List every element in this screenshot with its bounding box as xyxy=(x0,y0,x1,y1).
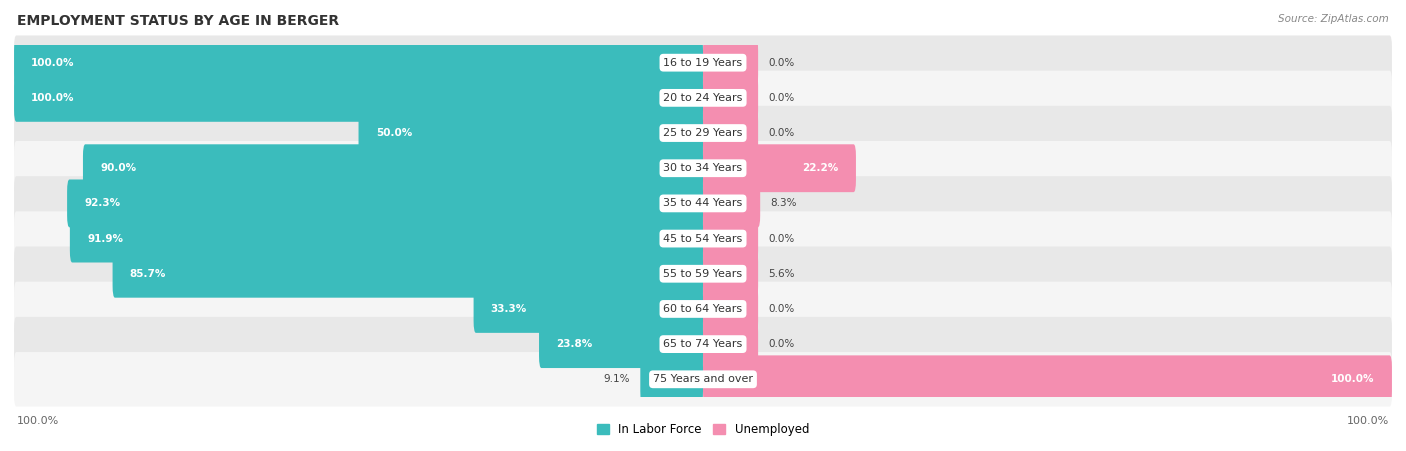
Text: 100.0%: 100.0% xyxy=(1347,416,1389,426)
Text: 100.0%: 100.0% xyxy=(31,93,75,103)
Text: 0.0%: 0.0% xyxy=(769,93,794,103)
FancyBboxPatch shape xyxy=(640,355,703,403)
Text: 9.1%: 9.1% xyxy=(603,374,630,384)
Text: 50.0%: 50.0% xyxy=(375,128,412,138)
FancyBboxPatch shape xyxy=(703,320,758,368)
Text: 75 Years and over: 75 Years and over xyxy=(652,374,754,384)
Text: 22.2%: 22.2% xyxy=(803,163,839,173)
Text: 100.0%: 100.0% xyxy=(17,416,59,426)
Text: 90.0%: 90.0% xyxy=(100,163,136,173)
Text: 0.0%: 0.0% xyxy=(769,304,794,314)
Text: 33.3%: 33.3% xyxy=(491,304,527,314)
FancyBboxPatch shape xyxy=(703,144,856,192)
FancyBboxPatch shape xyxy=(474,285,703,333)
FancyBboxPatch shape xyxy=(359,109,703,157)
Text: 16 to 19 Years: 16 to 19 Years xyxy=(664,58,742,68)
FancyBboxPatch shape xyxy=(70,215,703,262)
FancyBboxPatch shape xyxy=(703,39,758,87)
Text: 23.8%: 23.8% xyxy=(557,339,592,349)
FancyBboxPatch shape xyxy=(14,71,1392,125)
Text: 5.6%: 5.6% xyxy=(769,269,794,279)
FancyBboxPatch shape xyxy=(14,352,1392,406)
FancyBboxPatch shape xyxy=(83,144,703,192)
FancyBboxPatch shape xyxy=(703,74,758,122)
Text: 60 to 64 Years: 60 to 64 Years xyxy=(664,304,742,314)
Text: 55 to 59 Years: 55 to 59 Years xyxy=(664,269,742,279)
FancyBboxPatch shape xyxy=(14,176,1392,230)
FancyBboxPatch shape xyxy=(14,282,1392,336)
Text: 25 to 29 Years: 25 to 29 Years xyxy=(664,128,742,138)
Text: 45 to 54 Years: 45 to 54 Years xyxy=(664,234,742,244)
Text: 100.0%: 100.0% xyxy=(1331,374,1375,384)
FancyBboxPatch shape xyxy=(112,250,703,298)
Text: 0.0%: 0.0% xyxy=(769,339,794,349)
Text: 0.0%: 0.0% xyxy=(769,128,794,138)
FancyBboxPatch shape xyxy=(538,320,703,368)
FancyBboxPatch shape xyxy=(14,212,1392,266)
Legend: In Labor Force, Unemployed: In Labor Force, Unemployed xyxy=(592,418,814,441)
FancyBboxPatch shape xyxy=(14,39,703,87)
Text: 20 to 24 Years: 20 to 24 Years xyxy=(664,93,742,103)
Text: 8.3%: 8.3% xyxy=(770,198,797,208)
FancyBboxPatch shape xyxy=(14,74,703,122)
FancyBboxPatch shape xyxy=(703,109,758,157)
FancyBboxPatch shape xyxy=(703,355,1392,403)
FancyBboxPatch shape xyxy=(703,250,758,298)
Text: EMPLOYMENT STATUS BY AGE IN BERGER: EMPLOYMENT STATUS BY AGE IN BERGER xyxy=(17,14,339,28)
Text: 65 to 74 Years: 65 to 74 Years xyxy=(664,339,742,349)
FancyBboxPatch shape xyxy=(14,317,1392,371)
FancyBboxPatch shape xyxy=(703,179,761,227)
FancyBboxPatch shape xyxy=(67,179,703,227)
FancyBboxPatch shape xyxy=(703,285,758,333)
FancyBboxPatch shape xyxy=(14,36,1392,90)
FancyBboxPatch shape xyxy=(14,247,1392,301)
Text: 92.3%: 92.3% xyxy=(84,198,121,208)
Text: 35 to 44 Years: 35 to 44 Years xyxy=(664,198,742,208)
Text: 100.0%: 100.0% xyxy=(31,58,75,68)
Text: 85.7%: 85.7% xyxy=(129,269,166,279)
FancyBboxPatch shape xyxy=(14,106,1392,160)
Text: Source: ZipAtlas.com: Source: ZipAtlas.com xyxy=(1278,14,1389,23)
Text: 91.9%: 91.9% xyxy=(87,234,124,244)
FancyBboxPatch shape xyxy=(14,141,1392,195)
FancyBboxPatch shape xyxy=(703,215,758,262)
Text: 30 to 34 Years: 30 to 34 Years xyxy=(664,163,742,173)
Text: 0.0%: 0.0% xyxy=(769,58,794,68)
Text: 0.0%: 0.0% xyxy=(769,234,794,244)
